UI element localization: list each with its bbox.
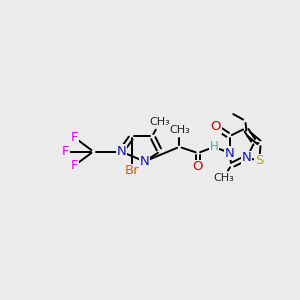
Text: N: N — [225, 146, 235, 160]
Text: CH₃: CH₃ — [169, 125, 190, 135]
Text: CH₃: CH₃ — [213, 173, 234, 183]
Text: N: N — [242, 151, 252, 164]
Text: N: N — [116, 145, 126, 158]
Text: Br: Br — [125, 164, 140, 177]
Text: O: O — [193, 160, 203, 173]
Text: F: F — [71, 159, 79, 172]
Text: N: N — [140, 155, 149, 168]
Text: CH₃: CH₃ — [150, 117, 170, 127]
Text: F: F — [71, 131, 79, 144]
Text: O: O — [211, 120, 221, 134]
Text: H: H — [210, 140, 219, 153]
Text: S: S — [255, 154, 263, 167]
Text: F: F — [62, 145, 69, 158]
